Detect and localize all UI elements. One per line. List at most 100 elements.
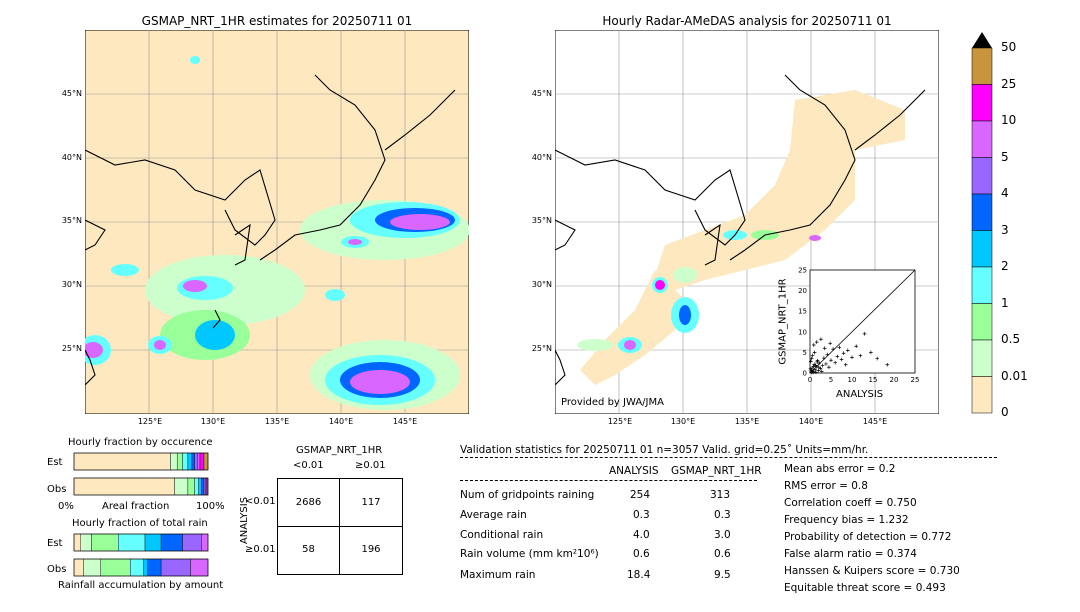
occurrence-x-mid: Areal fraction [102, 501, 170, 512]
scatter-point [875, 356, 879, 361]
right-lat-25: 25°N [531, 344, 552, 353]
validation-row-analysis: 4.0 [633, 529, 650, 541]
scatter-xtick: 10 [848, 376, 857, 384]
scatter-point [810, 353, 815, 358]
scatter-point [809, 370, 814, 374]
fraction-bar-segment [73, 533, 81, 552]
validation-table-rule [460, 480, 757, 481]
colorbar-tick-label: 4 [1001, 186, 1009, 200]
contingency-title: GSMAP_NRT_1HR [296, 445, 383, 456]
fraction-bar-segment [73, 452, 171, 471]
occurrence-bars [73, 452, 209, 496]
fraction-bar-segment [174, 477, 189, 496]
contingency-row-0: <0.01 [245, 496, 276, 507]
occurrence-title: Hourly fraction by occurence [68, 437, 213, 448]
scatter-point [820, 363, 825, 368]
left-lat-25: 25°N [61, 344, 82, 353]
left-map-title: GSMAP_NRT_1HR estimates for 20250711 01 [141, 14, 413, 28]
scatter-point [833, 360, 837, 365]
fraction-bar-frame [73, 452, 209, 471]
fraction-bar-segment [187, 452, 193, 471]
occurrence-row-est: Est [47, 457, 63, 468]
score-line: Equitable threat score = 0.493 [784, 582, 946, 594]
scatter-point [810, 368, 814, 373]
scatter-xtick: 25 [911, 376, 920, 384]
scatter-point [831, 347, 835, 351]
colorbar-segment [971, 84, 993, 122]
right-lat-40: 40°N [531, 153, 552, 162]
left-map [85, 30, 469, 414]
colorbar-tick-label: 50 [1001, 40, 1017, 54]
right-lon-130: 130°E [670, 417, 696, 426]
colorbar-segment [971, 157, 993, 195]
validation-row-analysis: 254 [630, 489, 651, 501]
total-row-est: Est [47, 538, 63, 549]
colorbar-segment [971, 303, 993, 341]
validation-row-gsmap: 0.3 [714, 509, 731, 521]
right-lon-125: 125°E [607, 417, 633, 426]
left-lon-135: 135°E [264, 417, 290, 426]
scatter-xtick: 0 [808, 376, 812, 384]
scatter-xtick: 5 [829, 376, 833, 384]
scatter-point [811, 343, 816, 347]
validation-row-label: Maximum rain [460, 569, 536, 581]
total-row-obs: Obs [47, 564, 67, 575]
scatter-point [817, 365, 821, 370]
scatter-ytick: 20 [798, 287, 807, 295]
validation-row-analysis: 18.4 [627, 569, 651, 581]
scatter-point [843, 362, 848, 367]
occurrence-row-obs: Obs [47, 484, 67, 495]
scatter-point [814, 340, 819, 344]
colorbar-tick-label: 0.5 [1001, 332, 1021, 346]
fraction-bar-segment [203, 452, 209, 471]
scatter-point [815, 360, 819, 364]
validation-row-analysis: 0.3 [633, 509, 650, 521]
scatter-point [811, 370, 815, 375]
fraction-bar-segment [197, 452, 201, 471]
scatter-point [822, 356, 826, 360]
fraction-bar-segment [198, 477, 202, 496]
scatter-xlabel: ANALYSIS [836, 389, 884, 400]
left-lat-40: 40°N [61, 153, 82, 162]
colorbar-extend-arrow [972, 32, 992, 48]
scatter-point [808, 367, 813, 371]
colorbar-segment [971, 266, 993, 304]
scatter-point [809, 359, 813, 364]
fraction-bar-segment [80, 533, 92, 552]
contingency-col-0: <0.01 [293, 460, 324, 471]
scatter-ytick: 10 [798, 328, 807, 336]
fraction-bar-segment [194, 477, 199, 496]
contingency-cell-01: 117 [361, 497, 381, 508]
scatter-point [869, 350, 873, 355]
fraction-bar-segment [187, 477, 195, 496]
left-lon-140: 140°E [328, 417, 354, 426]
scatter-point [816, 368, 821, 373]
colorbar-tick-label: 25 [1001, 76, 1017, 91]
fraction-bar-segment [191, 452, 195, 471]
colorbar-segment [971, 47, 993, 85]
score-line: Probability of detection = 0.772 [784, 531, 952, 543]
score-line: Frequency bias = 1.232 [784, 514, 909, 526]
contingency-hline [278, 526, 402, 527]
scatter-point [841, 351, 846, 356]
scatter-point [829, 358, 833, 363]
left-lon-145: 145°E [392, 417, 418, 426]
scatter-ytick: 5 [803, 349, 807, 357]
scatter-ytick: 0 [803, 370, 807, 378]
data-credit: Provided by JWA/JMA [561, 397, 664, 408]
colorbar-segment [971, 230, 993, 268]
right-map-title: Hourly Radar-AMeDAS analysis for 2025071… [602, 14, 892, 28]
colorbar-tick-label: 2 [1001, 259, 1009, 273]
colorbar-segment [971, 376, 993, 414]
score-line: RMS error = 0.8 [784, 480, 868, 492]
colorbar-segment [971, 193, 993, 231]
scatter-point [828, 341, 832, 346]
fraction-bar-segment [199, 452, 205, 471]
colorbar-tick-label: 0.01 [1001, 368, 1028, 383]
left-lat-45: 45°N [61, 89, 82, 98]
fraction-bar-segment [203, 477, 206, 496]
fraction-bar-segment [205, 477, 207, 496]
colorbar-tick-label: 1 [1001, 295, 1009, 310]
occurrence-x-left: 0% [58, 501, 74, 512]
scatter-point [835, 354, 840, 359]
